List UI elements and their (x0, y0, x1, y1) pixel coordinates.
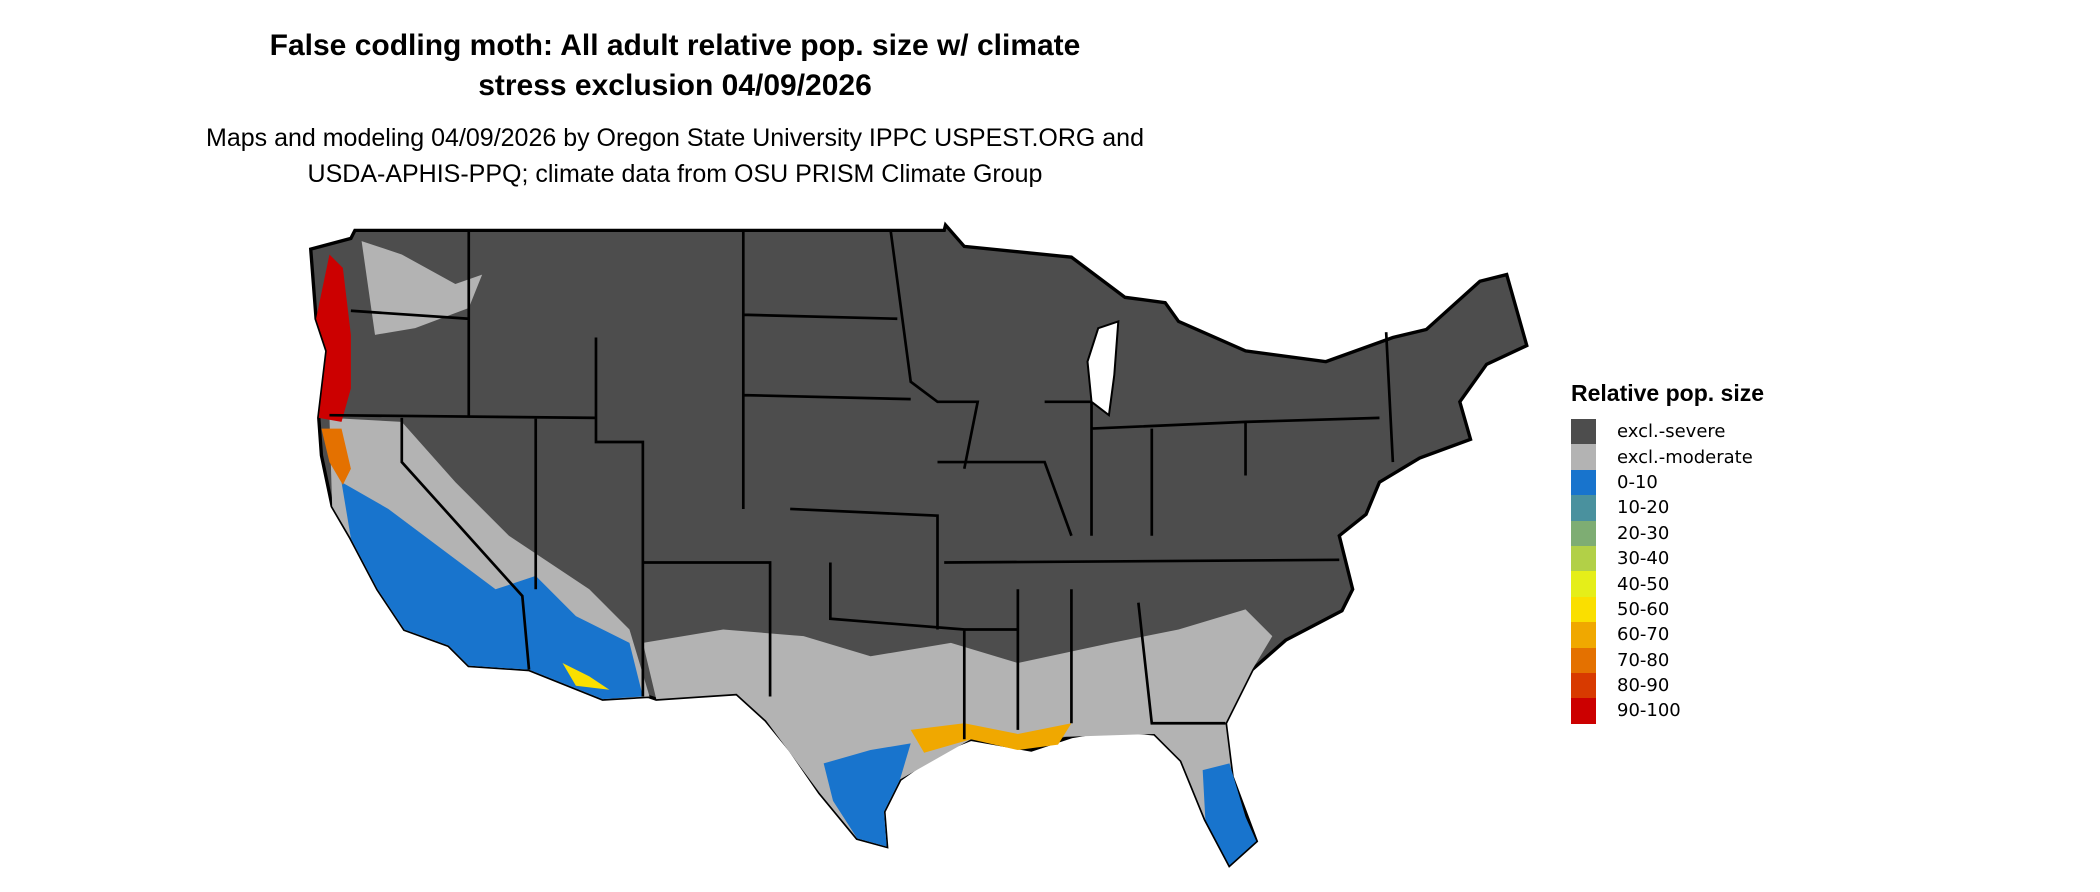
range-90-100-west-coast (316, 254, 351, 422)
map-title: False codling moth: All adult relative p… (0, 26, 1350, 106)
legend-swatch (1571, 419, 1596, 445)
range-50-70-gulf-coast (910, 723, 1072, 753)
legend-label: 90-100 (1617, 700, 1681, 722)
legend-item: 30-40 (1571, 545, 1764, 572)
legend-label: 40-50 (1617, 573, 1670, 595)
legend-swatch (1571, 672, 1596, 699)
legend-item: 50-60 (1571, 596, 1764, 623)
legend-swatch (1571, 647, 1596, 673)
legend-swatch (1571, 469, 1596, 496)
moderate-exclusion-nw (361, 241, 483, 335)
range-0-10-texas (823, 743, 911, 847)
legend-swatch (1571, 571, 1596, 597)
subtitle-line-2: USDA-APHIS-PPQ; climate data from OSU PR… (307, 160, 1043, 188)
map-subtitle: Maps and modeling 04/09/2026 by Oregon S… (0, 120, 1350, 192)
legend-swatch (1571, 545, 1596, 572)
range-40-50-arizona (562, 662, 610, 690)
legend-item: 60-70 (1571, 622, 1764, 648)
legend-item: 90-100 (1571, 698, 1764, 724)
legend-label: 30-40 (1617, 548, 1670, 570)
legend-label: 80-90 (1617, 675, 1670, 697)
title-line-2: stress exclusion 04/09/2026 (478, 69, 872, 102)
legend-swatch (1571, 495, 1596, 521)
legend-item: 70-80 (1571, 647, 1764, 673)
legend-label: 20-30 (1617, 522, 1670, 544)
legend-swatch (1571, 596, 1596, 623)
legend-label: 70-80 (1617, 649, 1670, 671)
state-boundaries (329, 230, 1395, 740)
range-60-80-california-coast (321, 428, 351, 485)
legend: Relative pop. size excl.-severe excl.-mod… (1571, 380, 1764, 724)
legend-swatch (1571, 622, 1596, 648)
legend-items: excl.-severe excl.-moderate 0-10 10-20 20-30… (1571, 419, 1764, 724)
legend-item: 10-20 (1571, 495, 1764, 521)
title-line-1: False codling moth: All adult relative p… (269, 29, 1081, 62)
range-0-10-florida (1202, 763, 1257, 866)
legend-item: 20-30 (1571, 520, 1764, 546)
legend-item: 40-50 (1571, 571, 1764, 597)
legend-item: 80-90 (1571, 672, 1764, 699)
legend-label: 10-20 (1617, 497, 1670, 519)
legend-label: excl.-moderate (1617, 446, 1753, 468)
range-0-10-southwest (341, 482, 643, 700)
legend-label: 0-10 (1617, 471, 1658, 493)
legend-title: Relative pop. size (1571, 380, 1765, 406)
legend-label: 60-70 (1617, 624, 1670, 646)
subtitle-line-1: Maps and modeling 04/09/2026 by Oregon S… (206, 124, 1144, 152)
legend-swatch (1571, 444, 1596, 470)
legend-item: 0-10 (1571, 469, 1764, 496)
legend-swatch (1571, 520, 1596, 546)
legend-label: 50-60 (1617, 598, 1670, 620)
legend-item: excl.-moderate (1571, 444, 1764, 470)
legend-swatch (1571, 698, 1596, 724)
legend-label: excl.-severe (1617, 421, 1726, 443)
lake-michigan (1086, 320, 1120, 418)
legend-item: excl.-severe (1571, 419, 1764, 445)
